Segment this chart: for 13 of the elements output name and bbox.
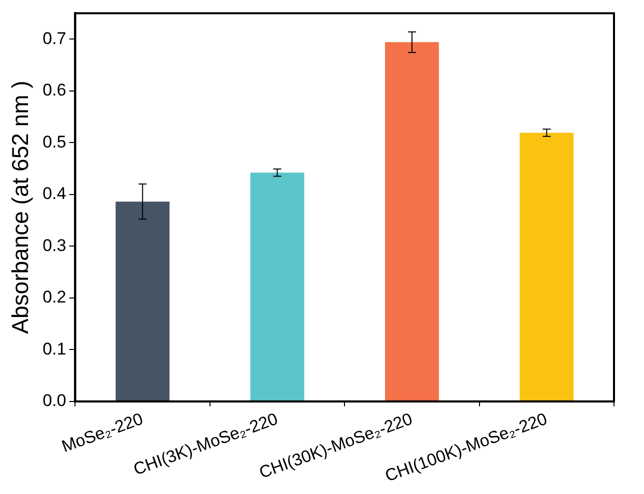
- y-tick-label: 0.5: [42, 132, 66, 152]
- y-axis-title: Absorbance (at 652 nm ): [7, 80, 34, 334]
- y-tick-label: 0.6: [42, 80, 66, 100]
- y-tick-label: 0.0: [42, 391, 66, 410]
- y-tick-label: 0.7: [42, 28, 66, 48]
- bar: [520, 132, 574, 401]
- y-tick-label: 0.1: [42, 339, 66, 358]
- y-tick-label: 0.2: [42, 288, 66, 307]
- y-tick-label: 0.3: [42, 236, 66, 255]
- bar: [385, 42, 439, 401]
- bar: [250, 172, 304, 401]
- y-tick-label: 0.4: [42, 184, 66, 204]
- bar: [116, 202, 170, 401]
